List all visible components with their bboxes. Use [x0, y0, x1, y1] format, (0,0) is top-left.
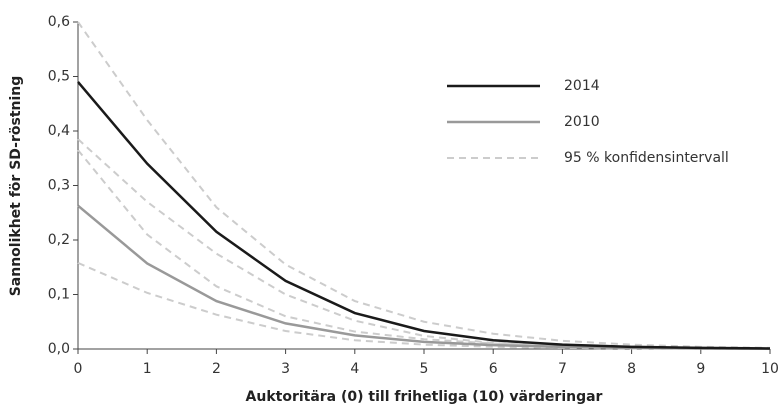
x-tick-label: 4	[350, 361, 359, 377]
y-tick-label: 0,4	[48, 123, 70, 139]
series-line	[77, 138, 771, 350]
x-tick-label: 1	[143, 361, 152, 377]
y-tick-label: 0,5	[48, 69, 70, 85]
legend-label: 2014	[564, 78, 600, 94]
y-tick-label: 0,3	[48, 178, 70, 194]
x-tick-label: 7	[558, 361, 567, 377]
y-tick-label: 0,6	[48, 14, 70, 30]
legend-label: 95 % konfidensintervall	[564, 150, 729, 166]
x-tick-label: 9	[696, 361, 705, 377]
y-axis-title: Sannolikhet för SD-röstning	[8, 76, 24, 297]
y-tick-label: 0,2	[48, 232, 70, 248]
x-tick-label: 6	[489, 361, 498, 377]
x-tick-label: 0	[74, 361, 83, 377]
x-tick-label: 5	[420, 361, 429, 377]
legend-label: 2010	[564, 114, 600, 130]
series-line	[77, 261, 771, 350]
series-line	[77, 149, 771, 350]
x-tick-label: 10	[761, 361, 779, 377]
x-tick-label: 8	[627, 361, 636, 377]
series-line	[77, 81, 771, 350]
series-line	[77, 21, 771, 349]
x-tick-label: 3	[281, 361, 290, 377]
x-tick-label: 2	[212, 361, 221, 377]
x-axis-title: Auktoritära (0) till frihetliga (10) vär…	[246, 389, 603, 405]
y-tick-label: 0,0	[48, 341, 70, 357]
y-tick-label: 0,1	[48, 287, 70, 303]
